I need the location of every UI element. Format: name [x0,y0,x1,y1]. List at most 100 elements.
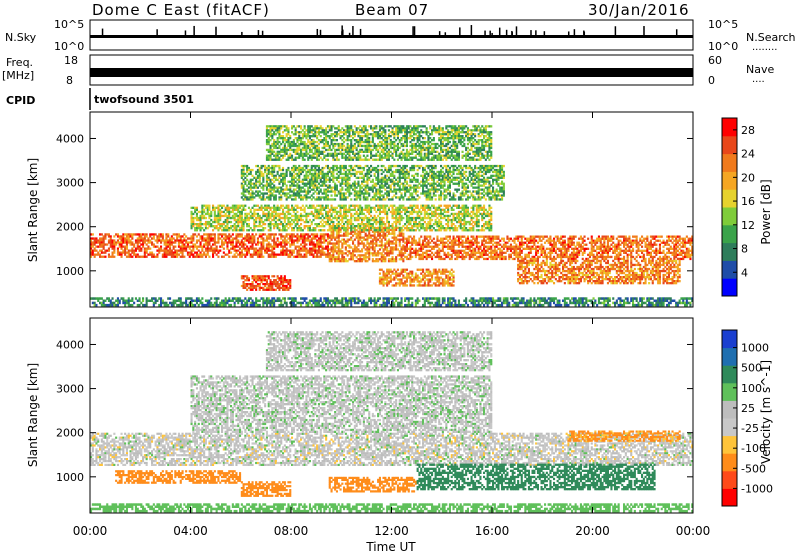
heatmap-cell [165,247,168,250]
heatmap-cell [619,282,622,285]
heatmap-cell [231,247,234,250]
heatmap-cell [628,280,631,283]
heatmap-cell [296,233,299,236]
heatmap-cell [441,239,444,242]
heatmap-cell [344,240,347,243]
heatmap-cell [251,253,254,256]
heatmap-cell [391,214,394,218]
heatmap-cell [599,243,602,246]
heatmap-cell [641,259,644,263]
heatmap-cell [632,239,635,242]
heatmap-cell [676,263,679,267]
heatmap-cell [213,237,216,240]
heatmap-cell [434,284,437,287]
heatmap-cell [691,245,694,248]
heatmap-cell [405,214,408,218]
heatmap-cell [258,277,261,280]
heatmap-cell [535,253,538,256]
heatmap-cell [457,235,460,238]
heatmap-cell [330,254,333,257]
heatmap-cell [131,235,134,238]
heatmap-cell [624,269,627,273]
heatmap-cell [337,246,340,249]
heatmap-cell [109,245,112,248]
heatmap-cell [335,234,338,237]
heatmap-cell [414,251,417,254]
heatmap-cell [253,241,256,244]
heatmap-cell [319,210,322,214]
heatmap-cell [337,248,340,251]
heatmap-cell [513,245,516,248]
heatmap-cell [316,204,319,207]
heatmap-cell [649,247,652,250]
heatmap-cell [224,208,227,211]
heatmap-cell [506,235,509,238]
heatmap-cell [547,247,550,250]
heatmap-cell [454,237,457,240]
heatmap-cell [350,238,353,241]
heatmap-cell [280,220,283,224]
heatmap-cell [99,249,102,252]
heatmap-cell [308,249,311,252]
heatmap-cell [562,251,565,254]
heatmap-cell [269,227,272,230]
heatmap-cell [246,275,249,278]
heatmap-cell [273,243,276,246]
heatmap-cell [378,240,381,243]
heatmap-cell [409,249,412,252]
heatmap-cell [138,255,141,258]
heatmap-cell [628,253,631,256]
heatmap-cell [255,212,258,216]
heatmap-cell [617,257,620,261]
heatmap-cell [520,245,523,248]
heatmap-cell [197,210,200,214]
heatmap-cell [330,232,333,235]
heatmap-cell [287,249,290,252]
heatmap-cell [474,247,477,250]
heatmap-cell [477,257,480,261]
heatmap-cell [601,243,604,246]
heatmap-cell [579,249,582,252]
heatmap-cell [274,283,277,286]
heatmap-cell [326,212,329,216]
heatmap-cell [192,249,195,252]
heatmap-cell [657,261,660,265]
heatmap-cell [321,204,324,207]
heatmap-cell [495,245,498,248]
heatmap-cell [599,282,602,285]
heatmap-cell [160,245,163,248]
heatmap-cell [386,227,389,230]
heatmap-cell [441,249,444,252]
heatmap-cell [269,216,272,220]
heatmap-cell [276,227,279,230]
heatmap-cell [684,245,687,248]
heatmap-cell [213,249,216,252]
heatmap-cell [565,251,568,254]
heatmap-cell [298,216,301,220]
heatmap-cell [143,237,146,240]
heatmap-cell [452,276,455,279]
heatmap-cell [317,225,320,228]
heatmap-cell [120,241,123,244]
heatmap-cell [560,276,563,279]
heatmap-cell [316,245,319,248]
heatmap-cell [343,208,346,211]
heatmap-cell [280,281,283,284]
heatmap-cell [377,260,380,263]
heatmap-cell [596,237,599,240]
heatmap-cell [319,216,322,220]
heatmap-cell [260,241,263,244]
heatmap-cell [669,247,672,250]
heatmap-cell [199,241,202,244]
heatmap-cell [133,249,136,252]
heatmap-cell [438,276,441,279]
heatmap-cell [325,233,328,236]
heatmap-cell [660,259,663,263]
heatmap-cell [348,252,351,255]
heatmap-cell [346,208,349,211]
heatmap-cell [615,263,618,267]
heatmap-cell [517,280,520,283]
heatmap-cell [610,247,613,250]
heatmap-cell [549,267,552,271]
heatmap-cell [606,239,609,242]
